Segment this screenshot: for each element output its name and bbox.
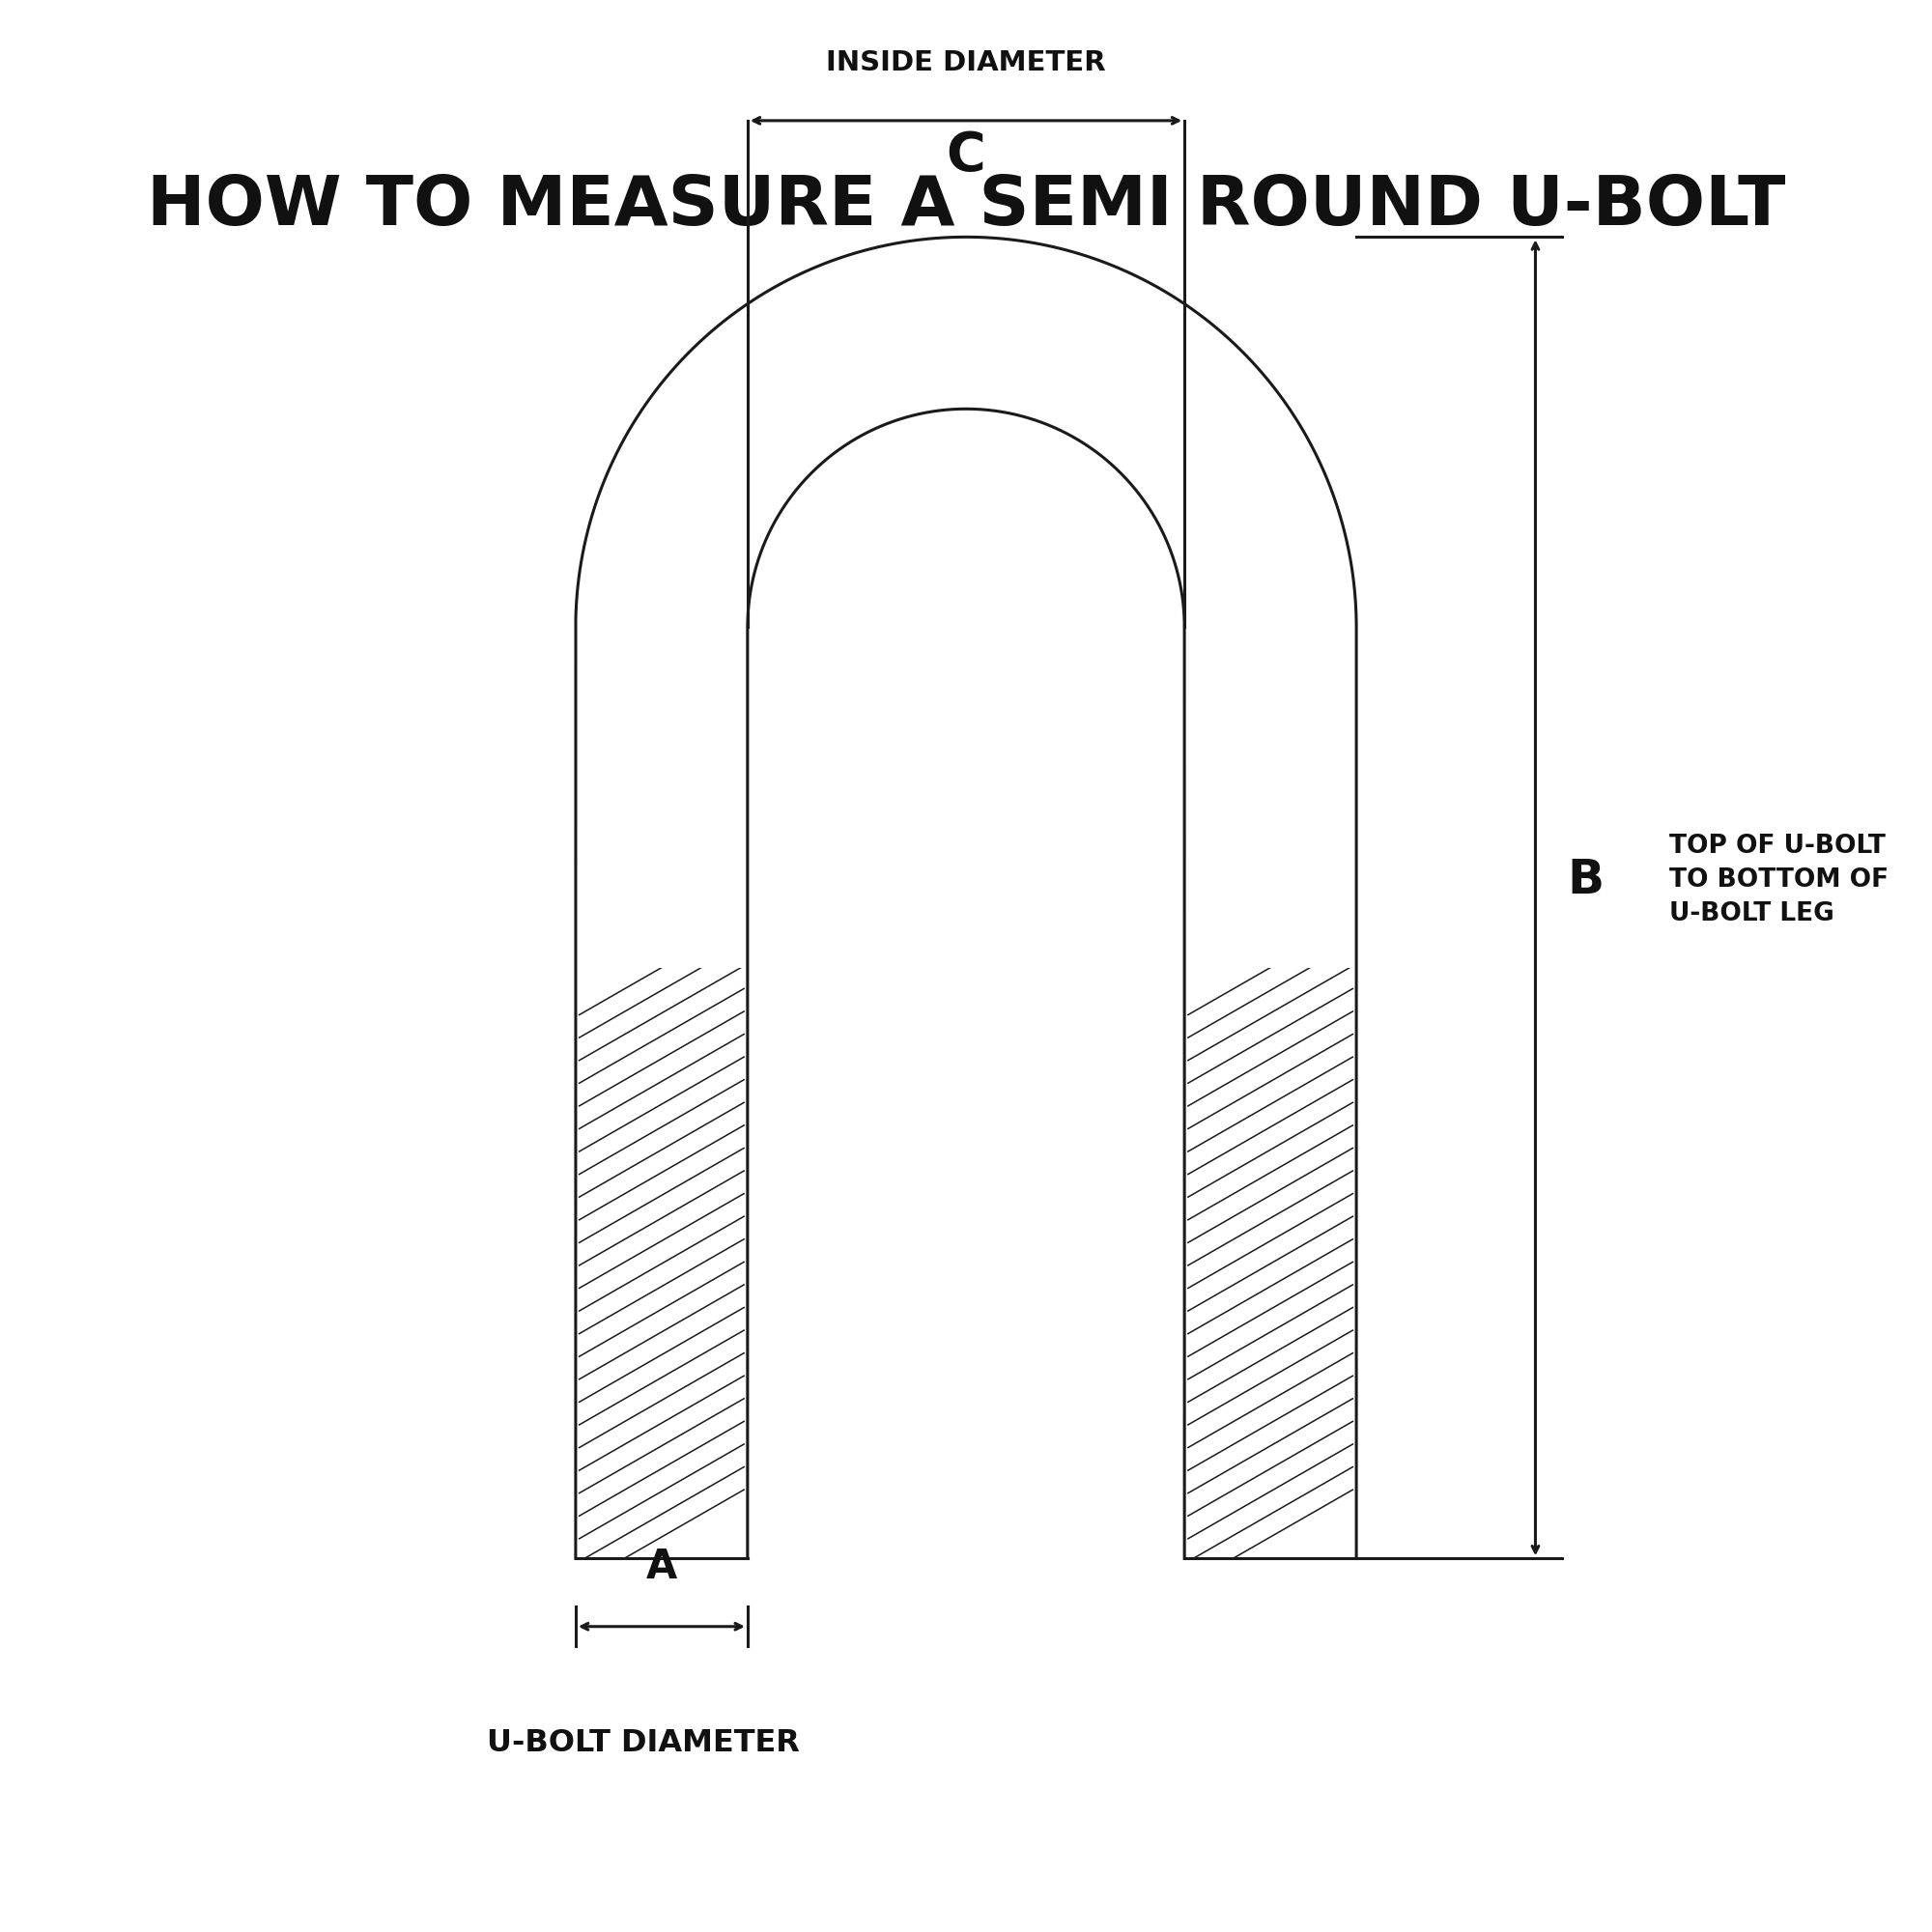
Text: A: A	[645, 1546, 678, 1586]
Text: B: B	[1567, 856, 1604, 902]
Text: INSIDE DIAMETER: INSIDE DIAMETER	[827, 48, 1105, 75]
Polygon shape	[576, 238, 1356, 1559]
Text: TOP OF U-BOLT
TO BOTTOM OF
U-BOLT LEG: TOP OF U-BOLT TO BOTTOM OF U-BOLT LEG	[1669, 833, 1889, 925]
Text: U-BOLT DIAMETER: U-BOLT DIAMETER	[487, 1727, 800, 1758]
Text: C: C	[947, 129, 985, 182]
Text: HOW TO MEASURE A SEMI ROUND U-BOLT: HOW TO MEASURE A SEMI ROUND U-BOLT	[147, 174, 1785, 240]
